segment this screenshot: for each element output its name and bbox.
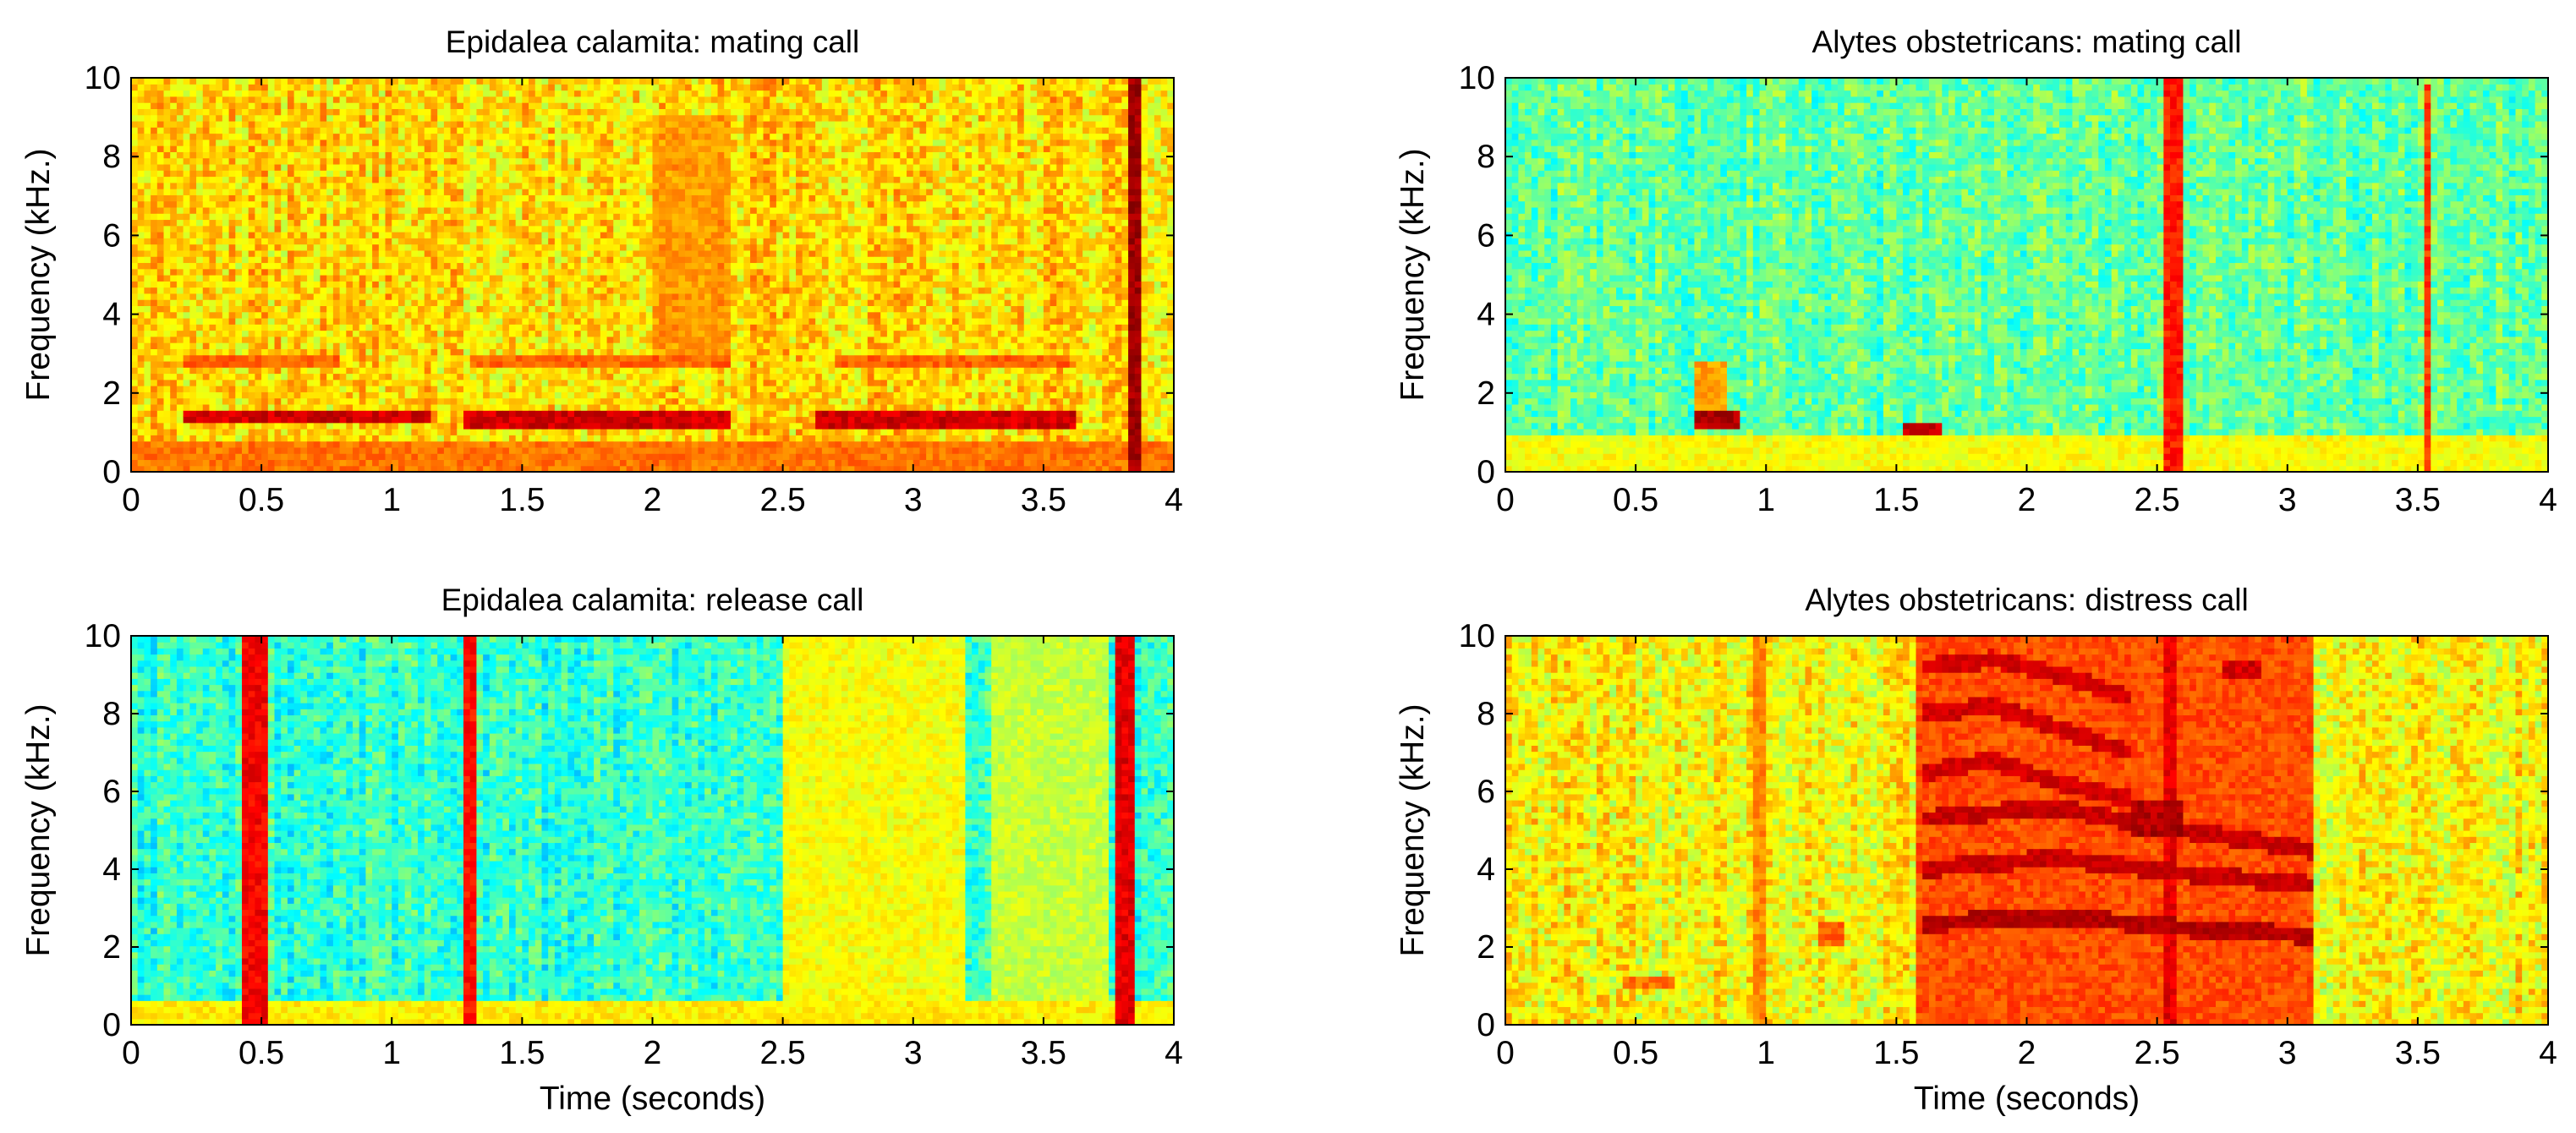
aobs-distress-xtick-label: 3.5 bbox=[2395, 1035, 2441, 1071]
ecal-release-ytick-label: 4 bbox=[102, 851, 121, 888]
figure: 0 0.5 1 1.5 2 2.5 3 3.5 40246810Epidalea calamit… bbox=[0, 0, 2576, 1133]
aobs-distress-xtick-label: 1.5 bbox=[1873, 1035, 1919, 1071]
aobs-distress-ytick-label: 0 bbox=[1477, 1007, 1495, 1043]
ecal-mating-xtick-label: 0.5 bbox=[238, 482, 284, 518]
aobs-mating-xtick-label: 1 bbox=[1757, 482, 1775, 518]
aobs-distress-xtick-label: 2 bbox=[2018, 1035, 2036, 1071]
aobs-mating-xtick-label: 2 bbox=[2018, 482, 2036, 518]
ecal-release-xtick-label: 3 bbox=[904, 1035, 923, 1071]
ecal-release-xlabel: Time (seconds) bbox=[540, 1081, 765, 1117]
ecal-mating-ylabel: Frequency (kHz.) bbox=[20, 148, 57, 401]
ecal-release-xtick-label: 2.5 bbox=[760, 1035, 806, 1071]
aobs-mating-ytick-label: 10 bbox=[1459, 60, 1495, 96]
ecal-mating-title: Epidalea calamita: mating call bbox=[446, 25, 859, 59]
ecal-mating-spectrogram bbox=[131, 78, 1175, 473]
aobs-mating-xtick-label: 2.5 bbox=[2135, 482, 2180, 518]
ecal-mating-xtick-label: 2.5 bbox=[760, 482, 806, 518]
aobs-mating-ytick-label: 0 bbox=[1477, 454, 1495, 490]
ecal-mating-xtick-label: 0 bbox=[122, 482, 140, 518]
ecal-mating-ytick-label: 8 bbox=[102, 139, 121, 175]
ecal-mating-xtick-label: 4 bbox=[1165, 482, 1183, 518]
ecal-release-panel: 0 0.5 1 1.5 2 2.5 3 3.5 4 0 2 4 6 8 10 Epidalea calamit… bbox=[20, 583, 1183, 1117]
aobs-mating-xtick-label: 3.5 bbox=[2395, 482, 2441, 518]
aobs-distress-ylabel: Frequency (kHz.) bbox=[1395, 703, 1431, 956]
ecal-release-ytick-label: 8 bbox=[102, 696, 121, 732]
ecal-mating-xtick-label: 1.5 bbox=[499, 482, 545, 518]
ecal-release-xtick-label: 0 bbox=[122, 1035, 140, 1071]
aobs-distress-panel: 0 0.5 1 1.5 2 2.5 3 3.5 4 0 2 4 6 8 10 Alytes obstetric… bbox=[1395, 583, 2557, 1117]
aobs-distress-xtick-label: 2.5 bbox=[2135, 1035, 2180, 1071]
aobs-mating-ytick-label: 8 bbox=[1477, 139, 1495, 175]
aobs-distress-spectrogram bbox=[1505, 636, 2549, 1026]
aobs-mating-xtick-label: 1.5 bbox=[1873, 482, 1919, 518]
ecal-mating-ytick-label: 10 bbox=[85, 60, 121, 96]
aobs-distress-ytick-label: 2 bbox=[1477, 929, 1495, 966]
aobs-distress-ytick-label: 4 bbox=[1477, 851, 1495, 888]
ecal-release-spectrogram bbox=[131, 636, 1175, 1026]
ecal-mating-xtick-label: 3 bbox=[904, 482, 923, 518]
ecal-mating-xtick-label: 3.5 bbox=[1021, 482, 1066, 518]
ecal-mating-ytick-label: 0 bbox=[102, 454, 121, 490]
ecal-release-title: Epidalea calamita: release call bbox=[441, 583, 864, 617]
aobs-distress-xtick-label: 1 bbox=[1757, 1035, 1775, 1071]
ecal-release-ytick-label: 6 bbox=[102, 774, 121, 810]
aobs-mating-ytick-label: 6 bbox=[1477, 217, 1495, 254]
aobs-mating-xtick-label: 0.5 bbox=[1613, 482, 1658, 518]
aobs-distress-ytick-label: 10 bbox=[1459, 618, 1495, 654]
aobs-distress-xtick-label: 4 bbox=[2539, 1035, 2557, 1071]
ecal-mating-panel: 0 0.5 1 1.5 2 2.5 3 3.5 4 0 2 4 6 8 10 Epidalea calamit… bbox=[20, 25, 1183, 518]
ecal-release-ytick-label: 0 bbox=[102, 1007, 121, 1043]
aobs-distress-title: Alytes obstetricans: distress call bbox=[1805, 583, 2248, 617]
aobs-distress-xtick-label: 0.5 bbox=[1613, 1035, 1658, 1071]
ecal-release-xtick-label: 2 bbox=[644, 1035, 662, 1071]
aobs-mating-spectrogram bbox=[1505, 78, 2549, 473]
aobs-mating-panel: 0 0.5 1 1.5 2 2.5 3 3.5 4 0 2 4 6 8 10 Alytes obstetric… bbox=[1395, 25, 2557, 518]
aobs-distress-xtick-label: 0 bbox=[1496, 1035, 1515, 1071]
ecal-release-ytick-label: 10 bbox=[85, 618, 121, 654]
aobs-distress-ytick-label: 6 bbox=[1477, 774, 1495, 810]
ecal-mating-ytick-label: 6 bbox=[102, 217, 121, 254]
aobs-distress-xtick-label: 3 bbox=[2278, 1035, 2297, 1071]
aobs-mating-title: Alytes obstetricans: mating call bbox=[1812, 25, 2242, 59]
ecal-mating-xtick-label: 2 bbox=[644, 482, 662, 518]
aobs-distress-xlabel: Time (seconds) bbox=[1914, 1081, 2140, 1117]
ecal-mating-xtick-label: 1 bbox=[382, 482, 401, 518]
ecal-release-xtick-label: 3.5 bbox=[1021, 1035, 1066, 1071]
ecal-release-ytick-label: 2 bbox=[102, 929, 121, 966]
aobs-mating-ylabel: Frequency (kHz.) bbox=[1395, 148, 1431, 401]
aobs-mating-ytick-label: 2 bbox=[1477, 375, 1495, 412]
aobs-distress-ytick-label: 8 bbox=[1477, 696, 1495, 732]
aobs-mating-xtick-label: 3 bbox=[2278, 482, 2297, 518]
ecal-release-xtick-label: 0.5 bbox=[238, 1035, 284, 1071]
aobs-mating-xtick-label: 4 bbox=[2539, 482, 2557, 518]
ecal-release-xtick-label: 1.5 bbox=[499, 1035, 545, 1071]
ecal-release-xtick-label: 1 bbox=[382, 1035, 401, 1071]
aobs-mating-xtick-label: 0 bbox=[1496, 482, 1515, 518]
ecal-mating-ytick-label: 2 bbox=[102, 375, 121, 412]
ecal-release-ylabel: Frequency (kHz.) bbox=[20, 703, 57, 956]
aobs-mating-ytick-label: 4 bbox=[1477, 297, 1495, 333]
ecal-release-xtick-label: 4 bbox=[1165, 1035, 1183, 1071]
ecal-mating-ytick-label: 4 bbox=[102, 297, 121, 333]
